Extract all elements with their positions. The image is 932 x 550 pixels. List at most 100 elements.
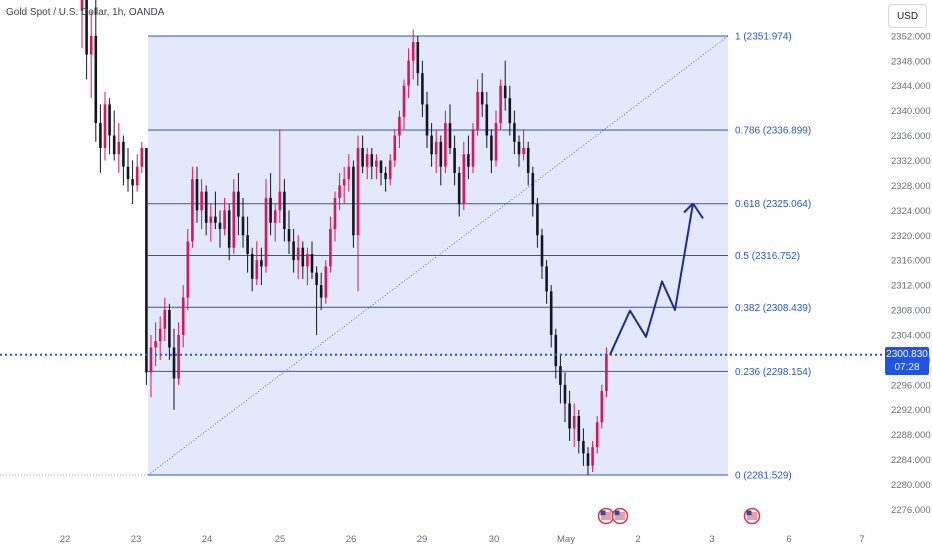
candle-body xyxy=(273,210,277,223)
candle-body xyxy=(425,104,429,136)
candle-body xyxy=(462,154,466,205)
candle-body xyxy=(536,204,539,236)
candle-body xyxy=(209,216,213,223)
candle-body xyxy=(480,91,484,105)
candle-body xyxy=(572,415,576,429)
fib-level-label: 0.786 (2336.899) xyxy=(735,125,811,136)
y-axis-tick: 2332.000 xyxy=(891,156,931,167)
candle-body xyxy=(526,148,530,173)
y-axis-tick: 2352.000 xyxy=(891,31,931,42)
x-axis-tick: 30 xyxy=(489,534,500,545)
x-axis-tick: 25 xyxy=(275,534,286,545)
candle-body xyxy=(582,440,585,454)
candle-body xyxy=(559,366,562,385)
candle-body xyxy=(200,191,203,211)
fib-trend-line xyxy=(147,35,729,476)
candle-body xyxy=(80,0,84,11)
candle-body xyxy=(356,148,360,236)
candle-body xyxy=(237,191,240,217)
candle-body xyxy=(430,135,433,155)
candle-body xyxy=(444,123,447,167)
x-axis-tick: 7 xyxy=(859,534,864,545)
projection-path xyxy=(609,203,694,356)
candle-body xyxy=(122,141,125,167)
candle-body xyxy=(186,241,190,298)
candle-body xyxy=(490,135,493,161)
y-axis-tick: 2340.000 xyxy=(891,106,931,117)
y-axis-tick: 2288.000 xyxy=(891,430,931,441)
x-axis-tick: May xyxy=(557,534,575,545)
projection-arrow-head-left xyxy=(683,202,694,214)
candle-body xyxy=(94,35,98,124)
candle-body xyxy=(600,391,604,423)
last-price-label: 2300.830 07:28 xyxy=(885,347,929,375)
candle-body xyxy=(485,104,489,136)
candle-body xyxy=(177,334,180,379)
candle-body xyxy=(393,135,397,161)
candle-body xyxy=(255,260,259,279)
y-axis-tick: 2312.000 xyxy=(891,281,931,292)
candle-body xyxy=(453,148,456,173)
x-axis-tick: 3 xyxy=(709,534,714,545)
candle-body xyxy=(172,347,176,379)
candle-body xyxy=(319,285,323,298)
candle-body xyxy=(361,148,364,167)
x-axis-tick: 26 xyxy=(346,534,357,545)
y-axis-tick: 2348.000 xyxy=(891,56,931,67)
y-axis-tick: 2320.000 xyxy=(891,231,931,242)
candle-body xyxy=(416,42,420,74)
candle-body xyxy=(301,247,305,267)
candle-body xyxy=(135,166,139,186)
candle-body xyxy=(310,253,314,273)
candle-body xyxy=(131,179,134,186)
y-axis-tick: 2296.000 xyxy=(891,380,931,391)
candle-body xyxy=(168,310,171,348)
candle-body xyxy=(218,222,222,230)
candle-body xyxy=(246,235,249,254)
candle-body xyxy=(411,42,415,61)
bar-countdown: 07:28 xyxy=(894,362,920,373)
candle-body xyxy=(421,73,424,105)
candle-body xyxy=(329,229,332,267)
candle-body xyxy=(250,253,254,279)
fib-level-label: 0.618 (2325.064) xyxy=(735,199,811,210)
projection-arrow-head xyxy=(692,202,704,219)
candle-body xyxy=(577,415,581,441)
candle-body xyxy=(154,341,157,348)
candle-body xyxy=(264,197,268,267)
candle-body xyxy=(471,129,475,167)
candle-body xyxy=(402,85,406,117)
candle-body xyxy=(214,216,217,223)
candle-body xyxy=(149,347,153,373)
candle-body xyxy=(232,191,236,248)
candle-body xyxy=(241,216,245,236)
y-axis-tick: 2344.000 xyxy=(891,81,931,92)
candle-body xyxy=(204,191,208,223)
candle-body xyxy=(145,148,148,373)
candle-body xyxy=(563,384,567,404)
last-price-value: 2300.830 xyxy=(886,349,928,360)
candle-body xyxy=(517,141,521,155)
candle-body xyxy=(375,160,378,167)
x-axis-tick: 23 xyxy=(131,534,142,545)
candle-body xyxy=(457,172,461,205)
candle-body xyxy=(467,154,470,167)
currency-button[interactable]: USD xyxy=(888,4,927,28)
candle-body xyxy=(586,453,590,466)
candle-body xyxy=(112,135,116,155)
fib-level-label: 0.5 (2316.752) xyxy=(735,251,800,262)
y-axis-tick: 2336.000 xyxy=(891,131,931,142)
symbol-title: Gold Spot / U.S. Dollar, 1h, OANDA xyxy=(6,7,165,18)
y-axis-tick: 2304.000 xyxy=(891,330,931,341)
candle-body xyxy=(554,334,558,367)
candle-body xyxy=(384,172,387,180)
x-axis-tick: 6 xyxy=(786,534,791,545)
candle-body xyxy=(434,141,438,155)
candle-body xyxy=(126,166,130,180)
candle-body xyxy=(531,172,535,205)
x-axis-tick: 2 xyxy=(635,534,640,545)
candle-body xyxy=(448,123,452,149)
candle-body xyxy=(89,35,93,55)
candle-body xyxy=(85,0,88,55)
